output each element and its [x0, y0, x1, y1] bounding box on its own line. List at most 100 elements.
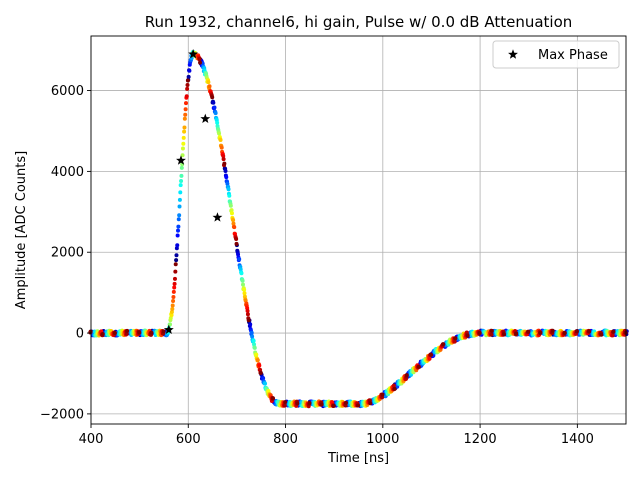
x-tick-label: 800 — [273, 432, 298, 447]
phase-sample-point — [240, 282, 245, 287]
y-axis-ticks: −2000 0 2000 4000 6000 — [40, 84, 91, 422]
phase-sample-point — [526, 329, 531, 334]
phase-sample-point — [217, 131, 222, 136]
phase-sample-point — [198, 60, 203, 65]
legend: Max Phase — [492, 40, 620, 69]
y-tick-label: −2000 — [40, 407, 84, 422]
phase-sample-point — [452, 339, 457, 344]
phase-sample-point — [221, 157, 226, 162]
phase-sample-point — [392, 386, 397, 391]
phase-sample-point — [175, 243, 180, 248]
phase-sample-point — [465, 333, 470, 338]
max-phase-star — [188, 48, 199, 59]
phase-sample-point — [224, 175, 229, 180]
phase-sample-point — [251, 338, 256, 343]
phase-sample-point — [223, 169, 228, 174]
phase-sample-point — [212, 105, 217, 110]
phase-sample-point — [229, 211, 234, 216]
phase-sample-point — [258, 367, 263, 372]
phase-sample-point — [219, 145, 224, 150]
phase-sample-point — [181, 135, 186, 140]
phase-sample-point — [257, 363, 262, 368]
phase-sample-point — [239, 271, 244, 276]
phase-sample-point — [234, 241, 239, 246]
phase-sample-point — [173, 269, 178, 274]
phase-sample-point — [221, 154, 226, 159]
phase-scatter-points — [88, 50, 629, 409]
phase-sample-point — [562, 331, 567, 336]
phase-sample-point — [187, 68, 192, 73]
phase-sample-point — [174, 253, 179, 258]
phase-sample-point — [489, 332, 494, 337]
phase-sample-point — [171, 299, 176, 303]
phase-sample-point — [489, 328, 494, 333]
phase-sample-point — [172, 281, 177, 286]
phase-sample-point — [182, 129, 187, 134]
phase-sample-point — [222, 161, 227, 166]
phase-sample-point — [206, 80, 211, 85]
y-tick-label: 2000 — [51, 246, 84, 261]
phase-sample-point — [149, 330, 154, 335]
phase-sample-point — [171, 289, 176, 294]
phase-sample-point — [237, 257, 242, 262]
phase-sample-point — [250, 334, 255, 339]
phase-sample-point — [137, 330, 142, 335]
phase-sample-point — [252, 345, 257, 350]
max-phase-star — [163, 324, 174, 335]
x-tick-label: 1000 — [366, 432, 399, 447]
phase-sample-point — [271, 396, 276, 401]
phase-sample-point — [185, 86, 190, 91]
phase-sample-point — [197, 56, 202, 61]
phase-sample-point — [232, 225, 237, 230]
phase-sample-point — [319, 402, 324, 407]
phase-sample-point — [441, 342, 446, 347]
phase-sample-point — [211, 100, 216, 105]
phase-sample-point — [178, 190, 183, 195]
phase-sample-point — [258, 370, 263, 375]
phase-sample-point — [550, 328, 555, 333]
x-tick-label: 1200 — [464, 432, 497, 447]
phase-sample-point — [282, 403, 287, 408]
phase-sample-point — [246, 318, 251, 323]
phase-sample-point — [263, 381, 268, 386]
phase-sample-point — [242, 291, 247, 296]
phase-sample-point — [231, 221, 236, 226]
phase-sample-point — [331, 403, 336, 408]
phase-sample-point — [207, 84, 212, 89]
phase-sample-point — [427, 356, 432, 361]
phase-sample-point — [174, 246, 179, 251]
phase-sample-point — [502, 332, 507, 337]
phase-sample-point — [176, 228, 181, 233]
phase-sample-point — [245, 308, 250, 313]
y-axis-label: Amplitude [ADC Counts] — [14, 151, 29, 309]
phase-sample-point — [170, 306, 175, 311]
phase-sample-point — [213, 111, 218, 116]
phase-sample-point — [231, 218, 236, 223]
phase-sample-point — [356, 403, 361, 408]
phase-sample-point — [587, 329, 592, 334]
phase-sample-point — [183, 112, 188, 117]
phase-sample-point — [180, 153, 185, 158]
phase-sample-point — [255, 358, 260, 363]
phase-sample-point — [124, 331, 129, 336]
phase-sample-point — [172, 276, 177, 281]
y-tick-label: 6000 — [51, 84, 84, 99]
phase-sample-point — [170, 303, 175, 308]
phase-sample-point — [178, 183, 183, 188]
phase-sample-point — [240, 278, 245, 283]
legend-label-max-phase: Max Phase — [538, 48, 608, 63]
phase-sample-point — [173, 262, 178, 267]
x-tick-label: 400 — [79, 432, 104, 447]
phase-sample-point — [179, 173, 184, 178]
phase-sample-point — [182, 125, 187, 130]
phase-sample-point — [404, 373, 409, 378]
max-phase-star — [212, 212, 223, 222]
phase-sample-point — [176, 224, 181, 229]
phase-sample-point — [234, 237, 239, 242]
phase-sample-point — [229, 208, 234, 213]
phase-sample-point — [175, 233, 180, 238]
phase-sample-point — [611, 329, 616, 334]
phase-sample-point — [514, 331, 519, 336]
phase-sample-point — [215, 120, 220, 125]
phase-sample-point — [180, 146, 185, 151]
